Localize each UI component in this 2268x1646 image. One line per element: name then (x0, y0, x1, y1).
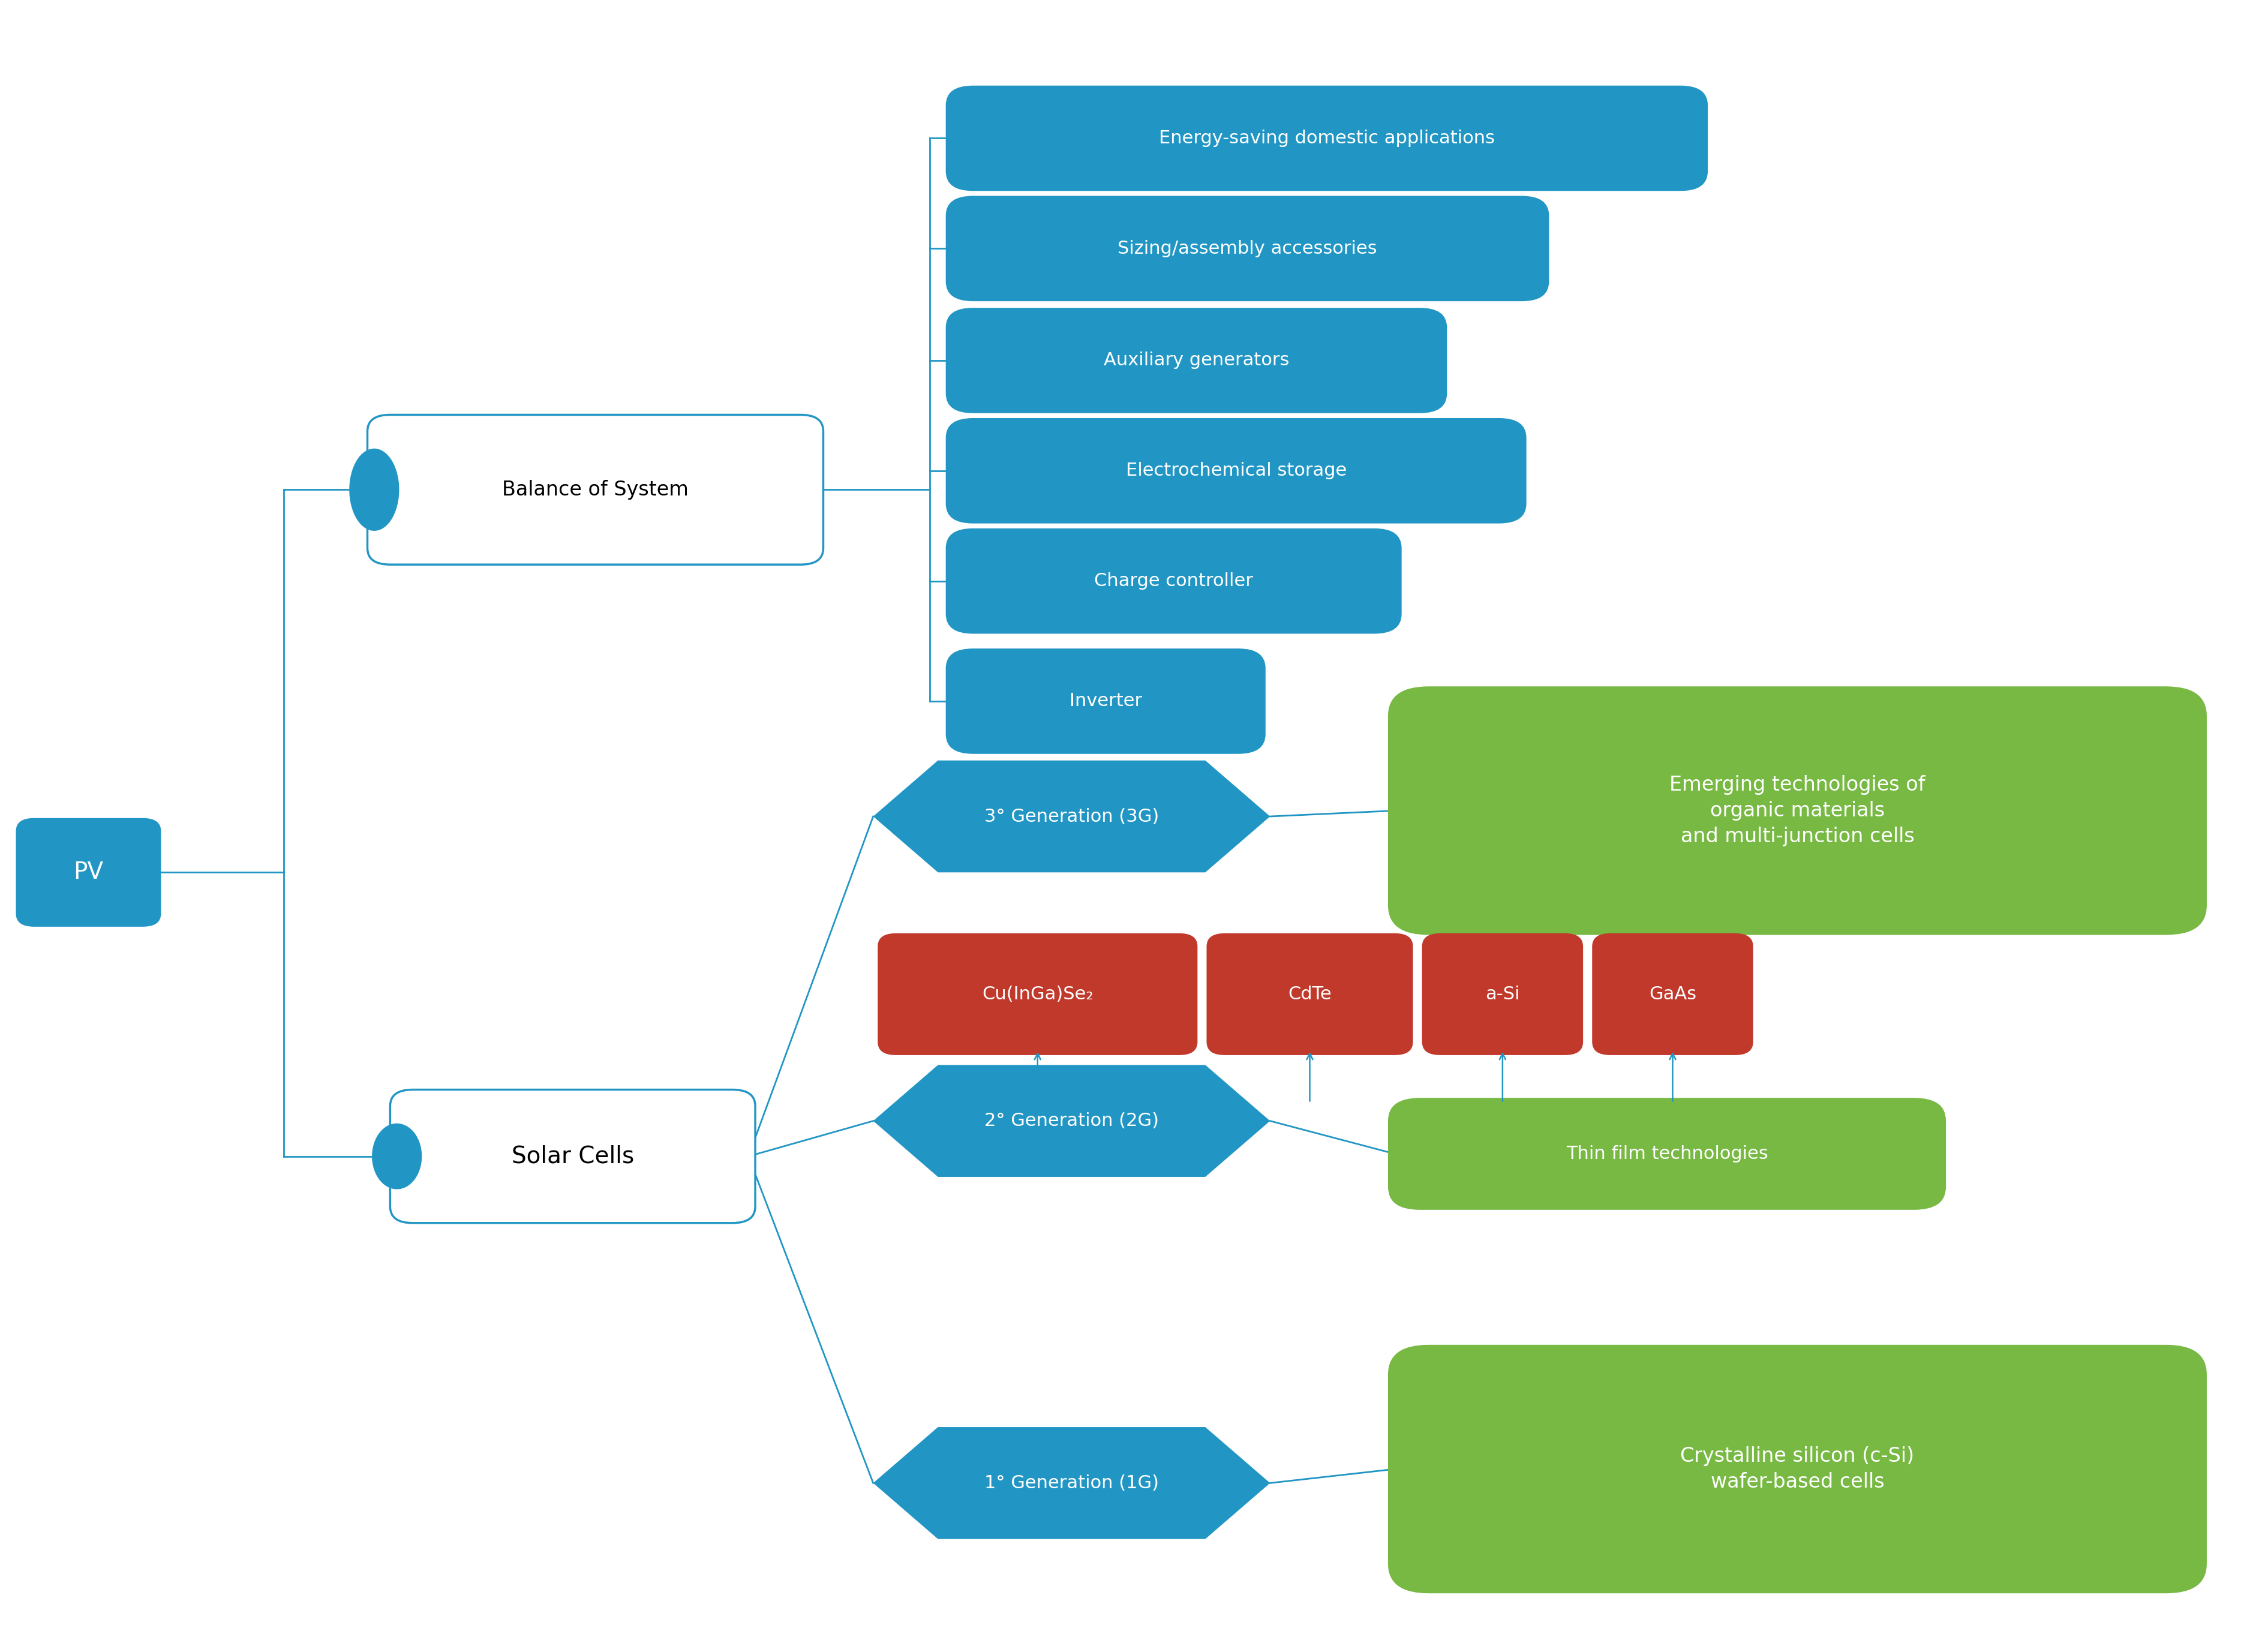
FancyBboxPatch shape (1207, 933, 1413, 1055)
Ellipse shape (349, 448, 399, 530)
Text: Electrochemical storage: Electrochemical storage (1125, 463, 1347, 479)
FancyBboxPatch shape (1592, 933, 1753, 1055)
FancyBboxPatch shape (16, 818, 161, 927)
FancyBboxPatch shape (367, 415, 823, 565)
Text: Cu(InGa)Se₂: Cu(InGa)Se₂ (982, 986, 1093, 1002)
FancyBboxPatch shape (946, 418, 1526, 523)
Text: 1° Generation (1G): 1° Generation (1G) (984, 1475, 1159, 1491)
FancyBboxPatch shape (1388, 686, 2207, 935)
FancyBboxPatch shape (878, 933, 1198, 1055)
FancyBboxPatch shape (1422, 933, 1583, 1055)
FancyBboxPatch shape (946, 196, 1549, 301)
FancyBboxPatch shape (390, 1090, 755, 1223)
Text: Crystalline silicon (c-Si)
wafer-based cells: Crystalline silicon (c-Si) wafer-based c… (1681, 1447, 1914, 1491)
FancyBboxPatch shape (946, 86, 1708, 191)
Text: Sizing/assembly accessories: Sizing/assembly accessories (1118, 240, 1377, 257)
Text: Thin film technologies: Thin film technologies (1565, 1146, 1769, 1162)
FancyBboxPatch shape (946, 649, 1266, 754)
FancyBboxPatch shape (1388, 1098, 1946, 1210)
Text: a-Si: a-Si (1486, 986, 1520, 1002)
FancyBboxPatch shape (946, 308, 1447, 413)
Text: Solar Cells: Solar Cells (510, 1146, 635, 1167)
Text: PV: PV (73, 861, 104, 884)
Text: Charge controller: Charge controller (1093, 573, 1254, 589)
Polygon shape (873, 1427, 1270, 1539)
Text: Inverter: Inverter (1068, 693, 1143, 709)
Polygon shape (873, 760, 1270, 872)
Text: 2° Generation (2G): 2° Generation (2G) (984, 1113, 1159, 1129)
Text: Emerging technologies of
organic materials
and multi-junction cells: Emerging technologies of organic materia… (1669, 775, 1926, 846)
Ellipse shape (372, 1124, 422, 1188)
Text: GaAs: GaAs (1649, 986, 1696, 1002)
FancyBboxPatch shape (946, 528, 1402, 634)
FancyBboxPatch shape (1388, 1345, 2207, 1593)
Polygon shape (873, 1065, 1270, 1177)
Text: CdTe: CdTe (1288, 986, 1331, 1002)
Text: Auxiliary generators: Auxiliary generators (1105, 352, 1288, 369)
Text: 3° Generation (3G): 3° Generation (3G) (984, 808, 1159, 825)
Text: Energy-saving domestic applications: Energy-saving domestic applications (1159, 130, 1495, 146)
Text: Balance of System: Balance of System (501, 479, 689, 500)
